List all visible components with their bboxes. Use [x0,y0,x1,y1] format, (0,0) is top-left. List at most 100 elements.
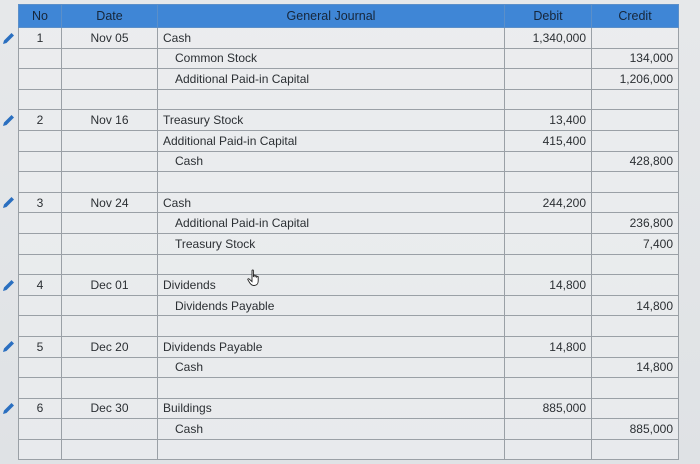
entry-number-cell [18,68,62,90]
account-cell[interactable] [157,438,505,461]
date-cell[interactable] [61,129,158,152]
entry-number-cell [18,150,62,173]
debit-cell[interactable] [504,418,592,440]
debit-cell[interactable]: 13,400 [504,109,592,131]
entry-number-cell [18,438,62,461]
debit-cell[interactable]: 14,800 [504,335,592,358]
account-cell[interactable]: Additional Paid-in Capital [157,212,505,234]
credit-cell[interactable] [591,88,679,111]
date-cell[interactable]: Nov 24 [61,191,158,214]
debit-cell[interactable] [504,438,592,461]
date-cell[interactable] [61,88,158,111]
credit-cell[interactable] [591,438,679,461]
pencil-icon[interactable] [2,113,16,127]
date-cell[interactable] [61,232,158,255]
credit-cell[interactable] [591,109,679,131]
account-cell[interactable]: Dividends Payable [157,294,505,317]
debit-cell[interactable]: 885,000 [504,397,592,420]
credit-cell[interactable]: 14,800 [591,356,679,379]
date-cell[interactable] [61,377,158,399]
date-cell[interactable] [61,212,158,234]
pencil-icon[interactable] [2,278,16,292]
debit-cell[interactable] [504,68,592,90]
header-row: No Date General Journal Debit Credit [18,4,679,28]
credit-cell[interactable]: 236,800 [591,212,679,234]
debit-cell[interactable] [504,171,592,193]
date-cell[interactable] [61,418,158,440]
account-cell[interactable]: Cash [157,150,505,173]
credit-cell[interactable] [591,129,679,152]
debit-cell[interactable]: 415,400 [504,129,592,152]
date-cell[interactable] [61,315,158,337]
account-cell[interactable]: Treasury Stock [157,109,505,131]
account-cell[interactable] [157,88,505,111]
entry-number-cell: 6 [18,397,62,420]
account-cell[interactable] [157,253,505,276]
debit-cell[interactable] [504,377,592,399]
account-cell[interactable]: Buildings [157,397,505,420]
debit-cell[interactable] [504,294,592,317]
table-row: 1 Nov 05 Cash 1,340,000 [18,27,679,49]
credit-cell[interactable] [591,27,679,49]
account-cell[interactable] [157,171,505,193]
table-row [18,171,679,193]
credit-cell[interactable]: 14,800 [591,294,679,317]
pencil-icon[interactable] [2,31,16,45]
account-cell[interactable]: Cash [157,27,505,49]
account-cell[interactable]: Cash [157,191,505,214]
debit-cell[interactable]: 244,200 [504,191,592,214]
credit-cell[interactable] [591,397,679,420]
date-cell[interactable] [61,68,158,90]
credit-cell[interactable]: 885,000 [591,418,679,440]
account-cell[interactable]: Treasury Stock [157,232,505,255]
date-cell[interactable] [61,356,158,379]
credit-cell[interactable]: 134,000 [591,47,679,70]
credit-cell[interactable] [591,253,679,276]
table-row: 5 Dec 20 Dividends Payable 14,800 [18,335,679,358]
credit-cell[interactable] [591,315,679,337]
date-cell[interactable] [61,294,158,317]
date-cell[interactable] [61,171,158,193]
debit-cell[interactable] [504,253,592,276]
date-cell[interactable] [61,253,158,276]
debit-cell[interactable] [504,47,592,70]
date-cell[interactable]: Nov 05 [61,27,158,49]
date-cell[interactable] [61,438,158,461]
date-cell[interactable] [61,150,158,173]
date-cell[interactable]: Nov 16 [61,109,158,131]
entry-number-cell [18,129,62,152]
pencil-icon[interactable] [2,401,16,415]
account-cell[interactable] [157,377,505,399]
credit-cell[interactable] [591,191,679,214]
date-cell[interactable]: Dec 01 [61,274,158,296]
account-cell[interactable]: Dividends [157,274,505,296]
account-cell[interactable]: Additional Paid-in Capital [157,129,505,152]
credit-cell[interactable]: 1,206,000 [591,68,679,90]
account-cell[interactable]: Cash [157,356,505,379]
credit-cell[interactable] [591,335,679,358]
pencil-icon[interactable] [2,195,16,209]
entry-number-cell [18,171,62,193]
debit-cell[interactable]: 14,800 [504,274,592,296]
credit-cell[interactable] [591,377,679,399]
account-cell[interactable] [157,315,505,337]
debit-cell[interactable]: 1,340,000 [504,27,592,49]
debit-cell[interactable] [504,212,592,234]
date-cell[interactable] [61,47,158,70]
date-cell[interactable]: Dec 30 [61,397,158,420]
account-cell[interactable]: Additional Paid-in Capital [157,68,505,90]
debit-cell[interactable] [504,356,592,379]
debit-cell[interactable] [504,315,592,337]
account-cell[interactable]: Cash [157,418,505,440]
credit-cell[interactable] [591,274,679,296]
date-cell[interactable]: Dec 20 [61,335,158,358]
debit-cell[interactable] [504,232,592,255]
debit-cell[interactable] [504,88,592,111]
debit-cell[interactable] [504,150,592,173]
account-cell[interactable]: Dividends Payable [157,335,505,358]
credit-cell[interactable]: 7,400 [591,232,679,255]
pencil-icon[interactable] [2,339,16,353]
account-cell[interactable]: Common Stock [157,47,505,70]
credit-cell[interactable] [591,171,679,193]
credit-cell[interactable]: 428,800 [591,150,679,173]
